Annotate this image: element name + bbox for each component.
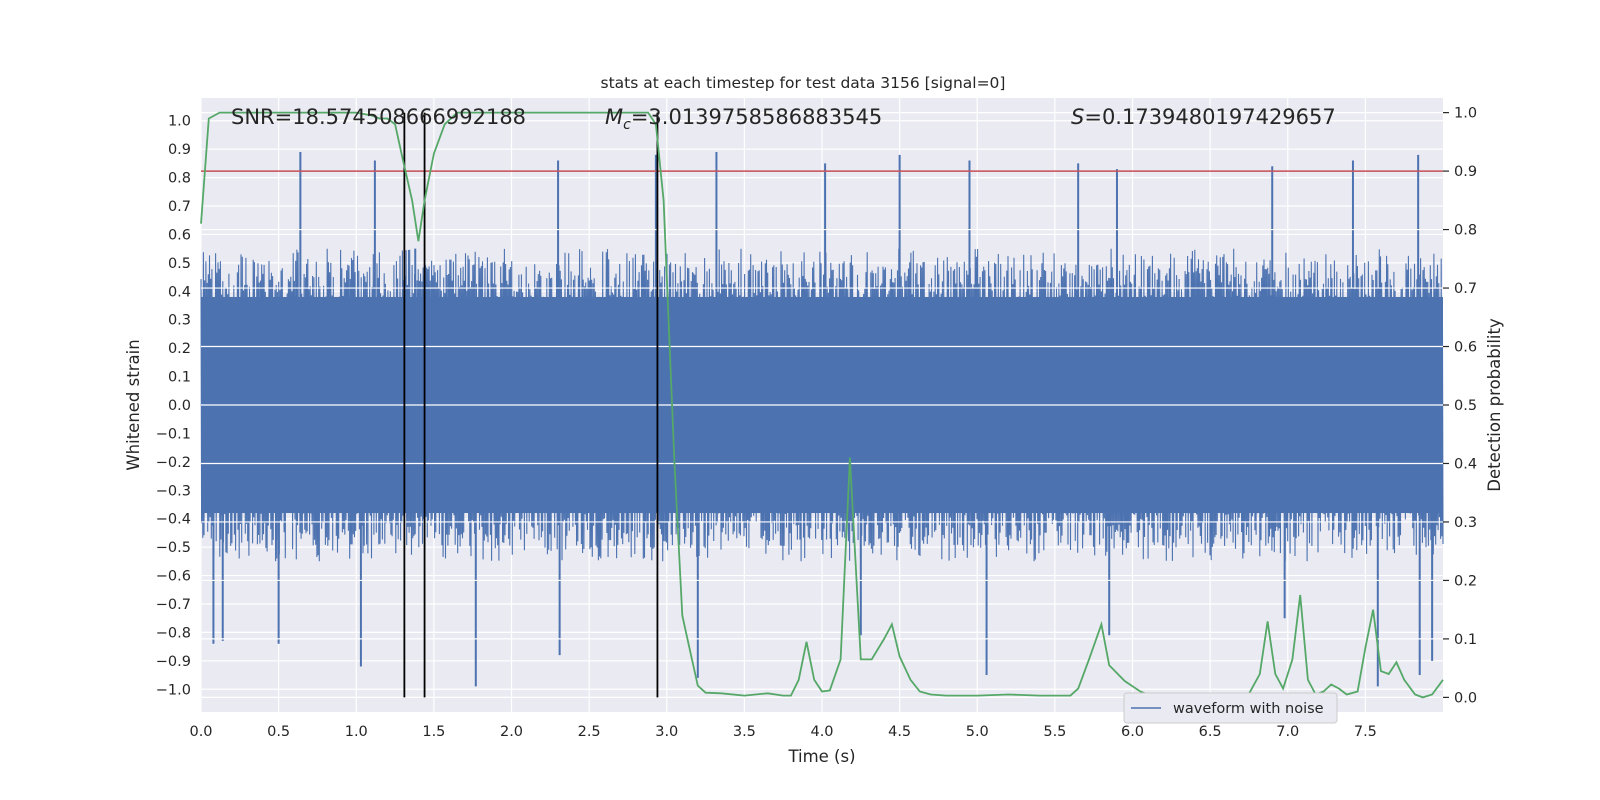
chirp-mass-subscript: c xyxy=(623,117,631,133)
left-tick-label: −0.9 xyxy=(156,654,191,670)
right-tick-label: 0.5 xyxy=(1454,398,1477,414)
spin-value: =0.1739480197429657 xyxy=(1084,105,1335,129)
detection-probability-line xyxy=(200,111,1444,699)
legend: waveform with noise xyxy=(1123,692,1338,724)
legend-label: waveform with noise xyxy=(1173,701,1324,717)
left-tick-label: −0.1 xyxy=(156,426,191,442)
x-axis-label: Time (s) xyxy=(787,747,855,766)
spin-symbol: S xyxy=(1071,105,1084,129)
left-tick-label: −0.8 xyxy=(156,625,191,641)
vertical-markers xyxy=(403,112,659,698)
x-tick-label: 1.5 xyxy=(422,724,445,740)
right-tick-label: 0.3 xyxy=(1454,515,1477,531)
right-tick-label: 0.4 xyxy=(1454,456,1477,472)
right-tick-label: 0.0 xyxy=(1454,690,1477,706)
right-tick-label: 1.0 xyxy=(1454,106,1477,122)
left-tick-label: 0.2 xyxy=(168,341,191,357)
legend-frame xyxy=(1123,692,1338,724)
left-tick-label: −0.7 xyxy=(156,597,191,613)
chirp-mass-symbol: M xyxy=(605,105,623,129)
left-tick-label: 0.5 xyxy=(168,256,191,272)
spin-annotation: S=0.1739480197429657 xyxy=(1071,105,1336,129)
left-tick-label: −0.3 xyxy=(156,483,191,499)
right-tick-label: 0.8 xyxy=(1454,223,1477,239)
x-tick-label: 7.0 xyxy=(1276,724,1299,740)
chirp-mass-value: =3.0139758586883545 xyxy=(631,105,882,129)
left-axis-ticks: 1.0 0.9 0.8 0.7 0.6 0.5 0.4 0.3 0.2 0.1 0.0 −0.1 −0.… xyxy=(156,114,191,699)
left-tick-label: 0.4 xyxy=(168,284,191,300)
x-axis-ticks: 0.0 0.5 1.0 1.5 2.0 2.5 3.0 3.5 4.0 4.5 5.0 5.5 6.0 6… xyxy=(189,724,1376,740)
x-tick-label: 5.0 xyxy=(966,724,989,740)
left-tick-label: −0.5 xyxy=(156,540,191,556)
left-tick-label: 0.7 xyxy=(168,199,191,215)
left-tick-label: −1.0 xyxy=(156,682,191,698)
left-tick-label: 0.6 xyxy=(168,227,191,243)
x-tick-label: 7.5 xyxy=(1354,724,1377,740)
x-tick-label: 5.5 xyxy=(1043,724,1066,740)
left-tick-label: 1.0 xyxy=(168,114,191,130)
left-tick-label: −0.6 xyxy=(156,569,191,585)
right-axis-label: Detection probability xyxy=(1485,318,1504,492)
snr-annotation: SNR=18.574508666992188 xyxy=(231,105,526,129)
left-tick-label: 0.1 xyxy=(168,370,191,386)
left-tick-label: 0.9 xyxy=(168,142,191,158)
x-tick-label: 2.0 xyxy=(500,724,523,740)
annotations: SNR=18.574508666992188 Mc=3.013975858688… xyxy=(231,105,1336,133)
x-tick-label: 0.5 xyxy=(267,724,290,740)
x-tick-label: 4.5 xyxy=(888,724,911,740)
chirp-mass-annotation: Mc=3.0139758586883545 xyxy=(605,105,882,133)
x-tick-label: 6.0 xyxy=(1121,724,1144,740)
right-tick-label: 0.2 xyxy=(1454,573,1477,589)
detection-probability-series xyxy=(200,111,1444,699)
x-tick-label: 6.5 xyxy=(1199,724,1222,740)
x-tick-label: 4.0 xyxy=(810,724,833,740)
right-tick-label: 0.6 xyxy=(1454,340,1477,356)
x-tick-label: 3.5 xyxy=(733,724,756,740)
left-tick-label: 0.3 xyxy=(168,313,191,329)
left-tick-label: −0.4 xyxy=(156,512,191,528)
left-axis-label: Whitened strain xyxy=(124,339,143,470)
x-tick-label: 3.0 xyxy=(655,724,678,740)
left-tick-label: −0.2 xyxy=(156,455,191,471)
left-tick-label: 0.0 xyxy=(168,398,191,414)
right-tick-label: 0.9 xyxy=(1454,164,1477,180)
x-tick-label: 2.5 xyxy=(578,724,601,740)
left-tick-label: 0.8 xyxy=(168,171,191,187)
right-axis-ticks: 1.0 0.9 0.8 0.7 0.6 0.5 0.4 0.3 0.2 0.1 0.0 xyxy=(1443,106,1477,706)
right-tick-label: 0.1 xyxy=(1454,632,1477,648)
chart-title: stats at each timestep for test data 315… xyxy=(601,74,1006,92)
x-tick-label: 1.0 xyxy=(345,724,368,740)
x-tick-label: 0.0 xyxy=(189,724,212,740)
right-tick-label: 0.7 xyxy=(1454,281,1477,297)
